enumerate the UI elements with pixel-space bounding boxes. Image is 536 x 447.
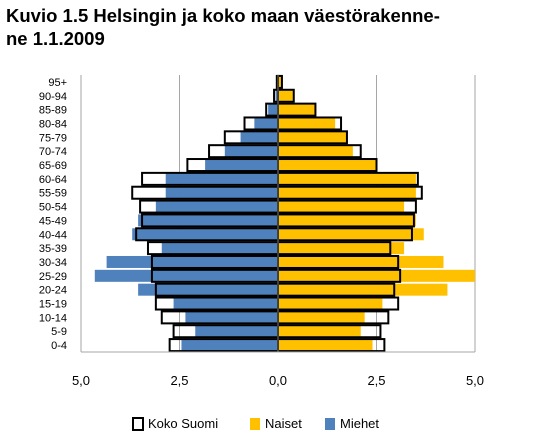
y-tick-label: 25-29 [39, 271, 67, 283]
chart-title-line-2: ne 1.1.2009 [6, 28, 105, 49]
bar-miehet-65-69 [205, 159, 278, 172]
bar-naiset-95plus [278, 75, 282, 88]
bar-naiset-5-9 [278, 325, 361, 338]
y-tick-label: 30-34 [39, 257, 67, 269]
x-tick-label: 5,0 [466, 373, 484, 388]
y-tick-label: 70-74 [39, 146, 67, 158]
x-tick-label: 2,5 [367, 373, 385, 388]
legend-label: Koko Suomi [148, 416, 218, 431]
legend-label: Naiset [265, 416, 302, 431]
bar-naiset-70-74 [278, 145, 353, 158]
x-tick-label: 0,0 [269, 373, 287, 388]
bar-naiset-20-24 [278, 283, 448, 296]
y-tick-label: 10-14 [39, 312, 67, 324]
y-tick-label: 20-24 [39, 285, 67, 297]
bar-naiset-25-29 [278, 269, 475, 282]
bar-naiset-15-19 [278, 297, 383, 310]
legend-label: Miehet [340, 416, 379, 431]
bar-miehet-0-4 [181, 339, 278, 352]
bar-naiset-45-49 [278, 214, 416, 227]
y-tick-label: 40-44 [39, 229, 67, 241]
y-tick-label: 15-19 [39, 299, 67, 311]
legend-swatch [132, 417, 144, 431]
bar-miehet-40-44 [132, 228, 278, 241]
y-tick-label: 90-94 [39, 91, 67, 103]
series-naiset [278, 75, 475, 352]
bar-miehet-15-19 [173, 297, 278, 310]
y-tick-label: 45-49 [39, 215, 67, 227]
y-tick-label: 55-59 [39, 188, 67, 200]
bar-miehet-85-89 [268, 103, 278, 116]
bar-miehet-5-9 [195, 325, 278, 338]
bar-naiset-50-54 [278, 200, 405, 213]
bar-miehet-90-94 [275, 89, 278, 102]
x-tick-labels: 5,0 2,5 0,0 2,5 5,0 [72, 373, 484, 388]
bar-naiset-75-79 [278, 131, 347, 144]
x-tick-label: 2,5 [170, 373, 188, 388]
legend-swatch [250, 418, 260, 430]
bar-naiset-40-44 [278, 228, 424, 241]
legend-swatch [325, 418, 335, 430]
bar-miehet-25-29 [94, 269, 278, 282]
bar-naiset-60-64 [278, 172, 416, 185]
bar-naiset-90-94 [278, 89, 294, 102]
bar-naiset-55-59 [278, 186, 416, 199]
bar-miehet-20-24 [138, 283, 278, 296]
chart-title: Kuvio 1.5 Helsingin ja koko maan väestör… [6, 4, 526, 50]
bar-naiset-0-4 [278, 339, 373, 352]
bar-miehet-75-79 [240, 131, 278, 144]
bar-naiset-10-14 [278, 311, 365, 324]
y-tick-label: 75-79 [39, 132, 67, 144]
bar-naiset-65-69 [278, 159, 377, 172]
y-tick-label: 80-84 [39, 118, 67, 130]
bar-naiset-35-39 [278, 242, 405, 255]
series-koko-suomi [131, 74, 423, 353]
bar-naiset-80-84 [278, 117, 336, 130]
y-tick-label: 65-69 [39, 160, 67, 172]
y-tick-label: 35-39 [39, 243, 67, 255]
bar-miehet-45-49 [138, 214, 278, 227]
y-tick-label: 85-89 [39, 105, 67, 117]
y-tick-label: 50-54 [39, 202, 67, 214]
axis-lines [81, 75, 475, 353]
y-tick-label: 95+ [48, 77, 67, 89]
bar-naiset-30-34 [278, 255, 444, 268]
bar-naiset-85-89 [278, 103, 316, 116]
bar-miehet-50-54 [155, 200, 278, 213]
bar-miehet-55-59 [165, 186, 278, 199]
bar-miehet-70-74 [224, 145, 278, 158]
y-tick-label: 5-9 [51, 326, 67, 338]
series-miehet [94, 75, 278, 352]
legend: Koko Suomi Naiset Miehet [132, 416, 379, 431]
x-tick-label: 5,0 [72, 373, 90, 388]
bar-miehet-30-34 [106, 255, 278, 268]
bar-miehet-80-84 [254, 117, 278, 130]
bar-miehet-35-39 [161, 242, 278, 255]
y-tick-label: 60-64 [39, 174, 67, 186]
bar-miehet-60-64 [165, 172, 278, 185]
y-tick-label: 0-4 [51, 340, 67, 352]
chart-title-line-1: Kuvio 1.5 Helsingin ja koko maan väestör… [6, 5, 440, 26]
bar-miehet-10-14 [185, 311, 278, 324]
